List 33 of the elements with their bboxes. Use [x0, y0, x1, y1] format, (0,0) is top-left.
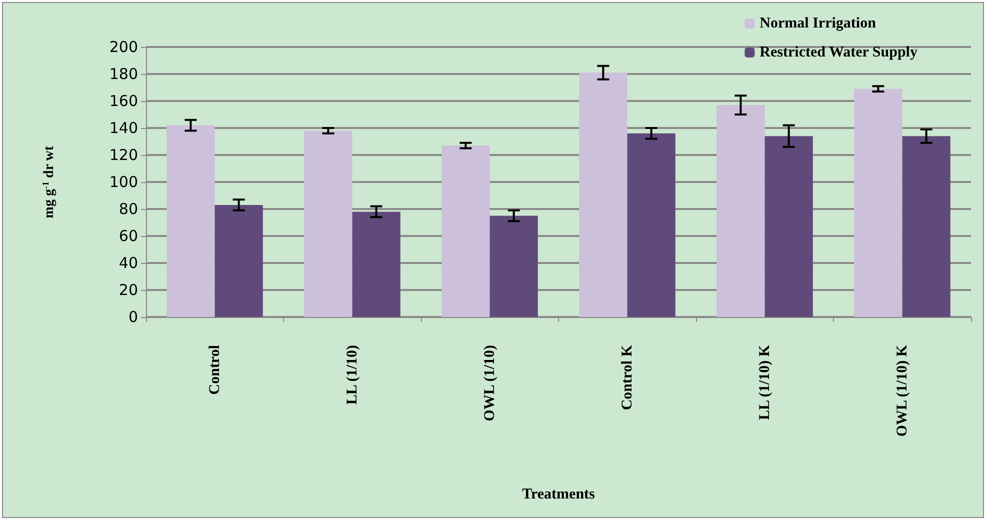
bar — [902, 136, 950, 317]
x-tick-label: OWL (1/10) K — [894, 344, 910, 437]
bar — [166, 125, 215, 317]
y-tick-label: 200 — [109, 38, 138, 56]
bar — [716, 105, 765, 317]
y-tick-label: 80 — [118, 200, 138, 218]
x-axis-title: Treatments — [522, 486, 596, 502]
x-tick-label: Control — [206, 345, 223, 395]
bar — [442, 146, 490, 317]
legend-label: Normal Irrigation — [760, 16, 877, 32]
y-tick-label: 140 — [109, 119, 138, 137]
bar — [764, 136, 813, 317]
bar — [304, 130, 352, 317]
legend-label: Restricted Water Supply — [760, 44, 918, 60]
y-tick-label: 100 — [109, 173, 138, 191]
y-tick-label: 40 — [118, 254, 138, 272]
y-tick-label: 0 — [128, 308, 138, 326]
x-tick-label: LL (1/10) K — [756, 344, 773, 420]
y-tick-label: 60 — [118, 227, 138, 245]
y-tick-label: 20 — [118, 281, 138, 299]
x-tick-label: LL (1/10) — [344, 345, 360, 405]
y-tick-label: 120 — [109, 146, 138, 164]
bar — [627, 133, 676, 317]
bar — [352, 212, 400, 317]
x-tick-label: OWL (1/10) — [482, 345, 498, 422]
y-tick-label: 160 — [109, 92, 138, 110]
bar — [214, 204, 263, 317]
bar — [854, 88, 902, 317]
y-axis-title: mg g-1 dr wt — [40, 146, 57, 218]
bar — [579, 72, 628, 317]
bar — [490, 216, 538, 317]
x-tick-label: Control K — [619, 344, 636, 410]
y-tick-label: 180 — [109, 65, 138, 83]
